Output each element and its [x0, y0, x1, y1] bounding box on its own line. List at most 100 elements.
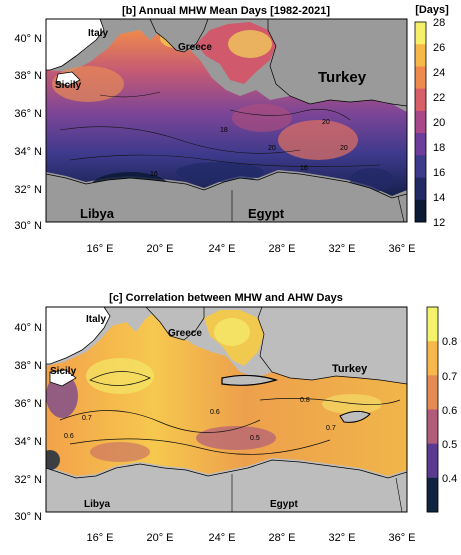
panel-c-high-correlation-patch: [214, 318, 250, 346]
panel-c-x-tick: 16° E: [86, 532, 113, 544]
panel-b-label-italy: Italy: [88, 28, 108, 39]
panel-c-y-tick: 40° N: [14, 322, 42, 334]
panel-c-contour-line: [259, 398, 401, 405]
panel-c-colorbar-tick: 0.6: [442, 405, 457, 417]
panel-c-x-tick: 20° E: [146, 532, 173, 544]
panel-b-label-greece: Greece: [178, 42, 212, 53]
panel-b-colorbar-tick: 12: [433, 217, 445, 229]
panel-c-contour-line: [59, 410, 261, 433]
panel-c-y-tick: 32° N: [14, 474, 42, 486]
panel-b-colorbar-ticks: 28 26 24 22 20 18 16 14 12: [433, 17, 445, 229]
panel-b-frame: [45, 18, 408, 223]
panel-b-colorbar: [415, 22, 426, 223]
panel-c-x-tick: 36° E: [388, 532, 415, 544]
panel-c-border-line: [395, 477, 403, 512]
panel-b-colorbar-frame: [414, 21, 427, 223]
panel-c-colorbar-segment: [427, 409, 438, 445]
panel-b-colorbar-segment: [415, 110, 426, 134]
panel-b-colorbar-segment: [415, 155, 426, 179]
panel-b-contour-label: 20: [322, 119, 330, 126]
panel-b-y-tick: 36° N: [14, 108, 42, 120]
panel-c-contour-line: [69, 438, 331, 455]
panel-c-cyprus-land: [339, 410, 371, 423]
panel-c-contour-label: 0.7: [326, 425, 336, 432]
panel-b-colorbar-segment: [415, 199, 426, 223]
panel-b-colorbar-segment: [415, 133, 426, 156]
panel-c-low-correlation-patch: [46, 450, 60, 470]
panel-c-colorbar-segment: [427, 477, 438, 513]
panel-b-colorbar-tick: 16: [433, 167, 445, 179]
panel-c-x-tick: 24° E: [208, 532, 235, 544]
panel-c-y-tick: 34° N: [14, 436, 42, 448]
panel-c-colorbar-segment: [427, 307, 438, 342]
panel-b-label-sicily: Sicily: [55, 80, 82, 91]
panel-c-label-italy: Italy: [86, 314, 106, 325]
panel-c-contour-label: 0.8: [300, 397, 310, 404]
panel-c-low-correlation-patch: [196, 426, 276, 450]
panel-b-title: [b] Annual MHW Mean Days [1982-2021]: [122, 5, 330, 17]
panel-b-x-tick: 32° E: [328, 243, 355, 255]
panel-b-contour-label: 18: [220, 127, 228, 134]
panel-c-low-correlation-patch: [90, 442, 150, 462]
panel-c-colorbar-segment: [427, 443, 438, 479]
panel-b-label-libya: Libya: [80, 206, 115, 221]
panel-c-colorbar-tick: 0.4: [442, 473, 457, 485]
panel-c-high-correlation-patch: [322, 394, 382, 414]
panel-c-x-tick: 32° E: [328, 532, 355, 544]
panel-c-colorbar-ticks: 0.8 0.7 0.6 0.5 0.4: [442, 336, 457, 485]
panel-b-colorbar-tick: 18: [433, 142, 445, 154]
panel-c-colorbar-frame: [426, 306, 439, 513]
panel-c-sea: [46, 312, 407, 476]
panel-b-cool-patch: [176, 162, 264, 182]
panel-c-y-tick: 30° N: [14, 511, 42, 523]
panel-c-title: [c] Correlation between MHW and AHW Days: [109, 292, 343, 304]
panel-b-sicily-land: [55, 71, 81, 87]
panel-c-low-correlation-patch: [46, 374, 78, 418]
panel-b-turkey-land: [267, 19, 407, 107]
panel-b-contour-label: 16: [150, 171, 158, 178]
panel-b-label-turkey: Turkey: [318, 69, 367, 86]
panel-c-label-egypt: Egypt: [270, 499, 298, 510]
panel-b-greece-land: [149, 19, 209, 53]
panel-b-x-tick: 36° E: [388, 243, 415, 255]
panel-b-italy-land: [46, 19, 105, 71]
panel-b-africa-land: [46, 171, 407, 222]
panel-c-label-turkey: Turkey: [332, 363, 368, 375]
panel-b-y-tick: 40° N: [14, 33, 42, 45]
panel-c-y-ticks: 40° N 38° N 36° N 34° N 32° N 30° N: [14, 322, 42, 523]
panel-c-contour-label: 0.6: [64, 433, 74, 440]
panel-c-colorbar-tick: 0.5: [442, 439, 457, 451]
panel-b-x-tick: 16° E: [86, 243, 113, 255]
panel-c-contour-label: 0.6: [210, 409, 220, 416]
panel-c-turkey-land: [257, 307, 407, 385]
panel-b-colorbar-segment: [415, 22, 426, 45]
panel-c-frame: [45, 306, 408, 513]
panel-c-contour-label: 0.5: [250, 435, 260, 442]
panel-b-y-tick: 38° N: [14, 70, 42, 82]
panel-c-colorbar-tick: 0.7: [442, 371, 457, 383]
panel-c-x-ticks: 16° E 20° E 24° E 28° E 32° E 36° E: [86, 532, 415, 544]
panel-b-contour-line: [229, 109, 351, 121]
panel-b-contour-label: 20: [268, 145, 276, 152]
panel-b-colorbar-tick: 14: [433, 192, 445, 204]
panel-c-high-correlation-patch: [86, 358, 154, 394]
panel-b-contour-line: [69, 154, 381, 167]
panel-c-label-greece: Greece: [168, 328, 202, 339]
panel-b-map: 16 20 20 20 16 18 Italy Greece Turkey Si…: [46, 19, 407, 222]
panel-b-contour-line: [59, 126, 301, 154]
panel-b-x-ticks: 16° E 20° E 24° E 28° E 32° E 36° E: [86, 243, 415, 255]
panel-b-y-ticks: 40° N 38° N 36° N 34° N 32° N 30° N: [14, 33, 42, 232]
panel-b-colorbar-segment: [415, 66, 426, 90]
panel-b-y-tick: 30° N: [14, 220, 42, 232]
panel-c-colorbar: [427, 307, 438, 513]
panel-b-x-tick: 28° E: [268, 243, 295, 255]
panel-b-contour-label: 16: [300, 165, 308, 172]
panel-b-colorbar-segment: [415, 44, 426, 67]
panel-c-contour-line: [89, 371, 151, 386]
panel-c-africa-land: [46, 459, 407, 512]
panel-c-colorbar-segment: [427, 375, 438, 410]
panel-c-colorbar-tick: 0.8: [442, 336, 457, 348]
panel-b-contour-line: [99, 91, 161, 98]
panel-b-colorbar-unit: [Days]: [415, 4, 449, 16]
